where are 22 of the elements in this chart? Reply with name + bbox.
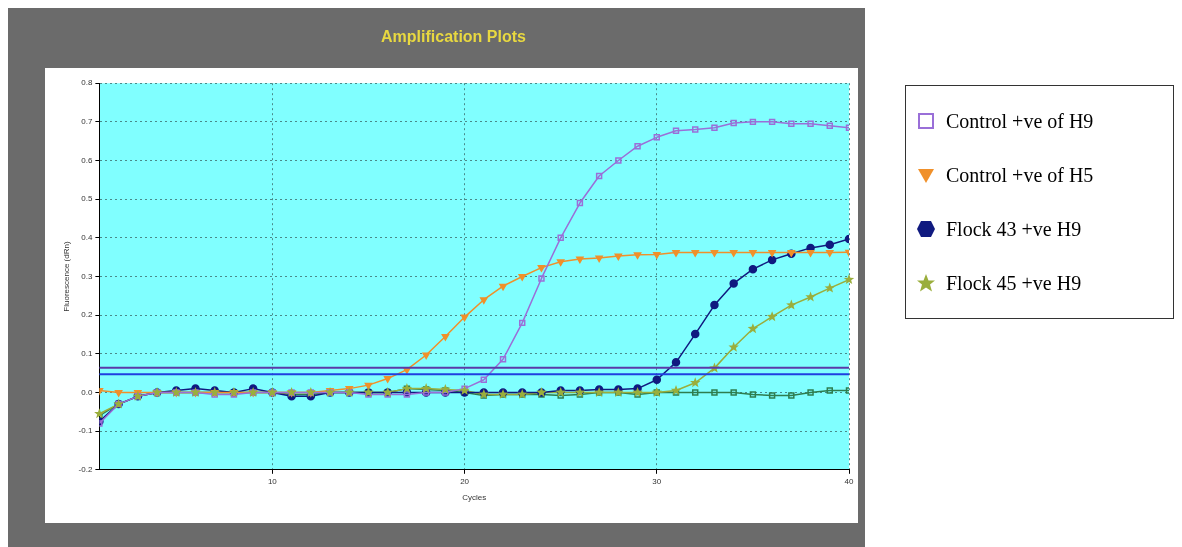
y-tick-label: -0.1 bbox=[78, 426, 93, 436]
chart-title: Amplification Plots bbox=[381, 28, 527, 46]
x-tick-label: 20 bbox=[460, 476, 470, 486]
y-axis-title: Fluorescence (dRn) bbox=[62, 241, 71, 312]
x-tick-label: 40 bbox=[844, 476, 854, 486]
x-tick-label: 30 bbox=[652, 476, 662, 486]
y-tick-label: 0.4 bbox=[81, 233, 93, 243]
y-tick-label: -0.2 bbox=[78, 465, 93, 474]
x-axis-title: Cycles bbox=[462, 493, 487, 503]
y-tick-label: 0.3 bbox=[81, 271, 93, 281]
y-tick-label: 0.1 bbox=[81, 349, 93, 359]
y-tick-label: 0.2 bbox=[81, 310, 93, 320]
y-tick-label: 0.6 bbox=[81, 155, 93, 165]
legend-label: Flock 45 +ve H9 bbox=[946, 271, 1082, 295]
y-tick-label: 0.0 bbox=[81, 387, 93, 397]
legend-label: Control +ve of H9 bbox=[946, 109, 1094, 133]
legend-label: Flock 43 +ve H9 bbox=[946, 217, 1082, 241]
legend-label: Control +ve of H5 bbox=[946, 163, 1094, 187]
y-tick-label: 0.8 bbox=[81, 78, 93, 88]
y-tick-label: 0.5 bbox=[81, 194, 93, 204]
x-tick-label: 10 bbox=[267, 476, 278, 486]
y-tick-label: 0.7 bbox=[81, 117, 93, 127]
